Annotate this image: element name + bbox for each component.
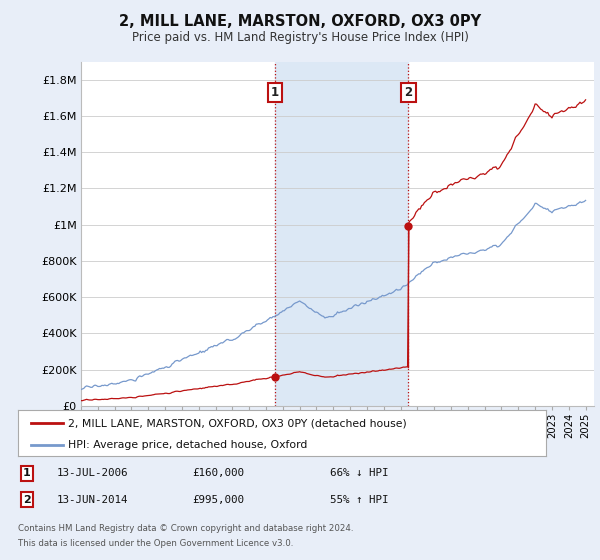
Text: 2, MILL LANE, MARSTON, OXFORD, OX3 0PY (detached house): 2, MILL LANE, MARSTON, OXFORD, OX3 0PY (… (68, 418, 407, 428)
Bar (275, 62, 408, 406)
Text: £160,000: £160,000 (192, 468, 244, 478)
Text: Contains HM Land Registry data © Crown copyright and database right 2024.: Contains HM Land Registry data © Crown c… (18, 524, 353, 533)
Text: 55% ↑ HPI: 55% ↑ HPI (330, 494, 389, 505)
Text: This data is licensed under the Open Government Licence v3.0.: This data is licensed under the Open Gov… (18, 539, 293, 548)
Text: 1: 1 (271, 86, 279, 99)
Text: Price paid vs. HM Land Registry's House Price Index (HPI): Price paid vs. HM Land Registry's House … (131, 31, 469, 44)
Text: HPI: Average price, detached house, Oxford: HPI: Average price, detached house, Oxfo… (68, 440, 308, 450)
Text: 66% ↓ HPI: 66% ↓ HPI (330, 468, 389, 478)
Text: 2, MILL LANE, MARSTON, OXFORD, OX3 0PY: 2, MILL LANE, MARSTON, OXFORD, OX3 0PY (119, 14, 481, 29)
Text: £995,000: £995,000 (192, 494, 244, 505)
Text: 13-JUL-2006: 13-JUL-2006 (57, 468, 128, 478)
Text: 13-JUN-2014: 13-JUN-2014 (57, 494, 128, 505)
Text: 2: 2 (404, 86, 412, 99)
Text: 1: 1 (23, 468, 31, 478)
Text: 2: 2 (23, 494, 31, 505)
